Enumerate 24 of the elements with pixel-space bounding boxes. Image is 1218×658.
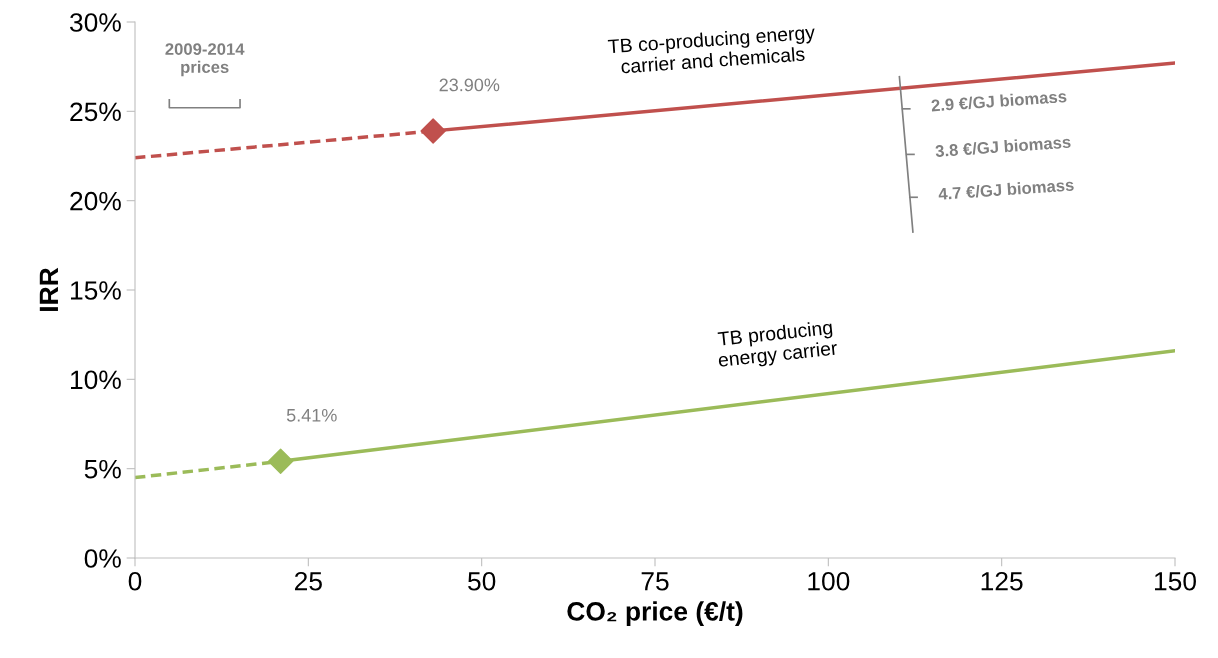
y-tick-label: 5% [84,459,121,479]
y-tick-label: 15% [71,281,121,300]
annotation: 2.9 €/GJ biomass [931,89,1067,112]
annotation: TB producing energy carrier [717,319,839,371]
annotation: 4.7 €/GJ biomass [938,178,1074,201]
data-label: 5.41% [286,408,337,422]
y-tick-label: 25% [70,102,121,122]
x-tick-label: 25 [294,571,322,591]
y-tick-label: 30% [70,13,121,32]
y-tick-label: 20% [70,191,121,211]
annotation: TB co-producing energy carrier and chemicals [607,24,816,74]
data-label: 23.90% [439,78,500,92]
annotation: 3.8 €/GJ biomass [935,135,1071,158]
annotation: 2009-2014 prices [165,43,245,77]
x-axis-title: CO₂ price (€/t) [567,601,743,626]
x-tick-label: 0 [128,571,142,591]
x-tick-label: 100 [808,571,850,591]
y-tick-label: 10% [71,370,121,390]
x-tick-label: 50 [468,571,496,591]
y-axis-title: IRR [39,267,58,311]
x-tick-label: 75 [641,572,669,591]
x-tick-label: 150 [1155,571,1196,591]
y-tick-label: 0% [84,549,121,568]
x-tick-label: 125 [981,571,1023,591]
